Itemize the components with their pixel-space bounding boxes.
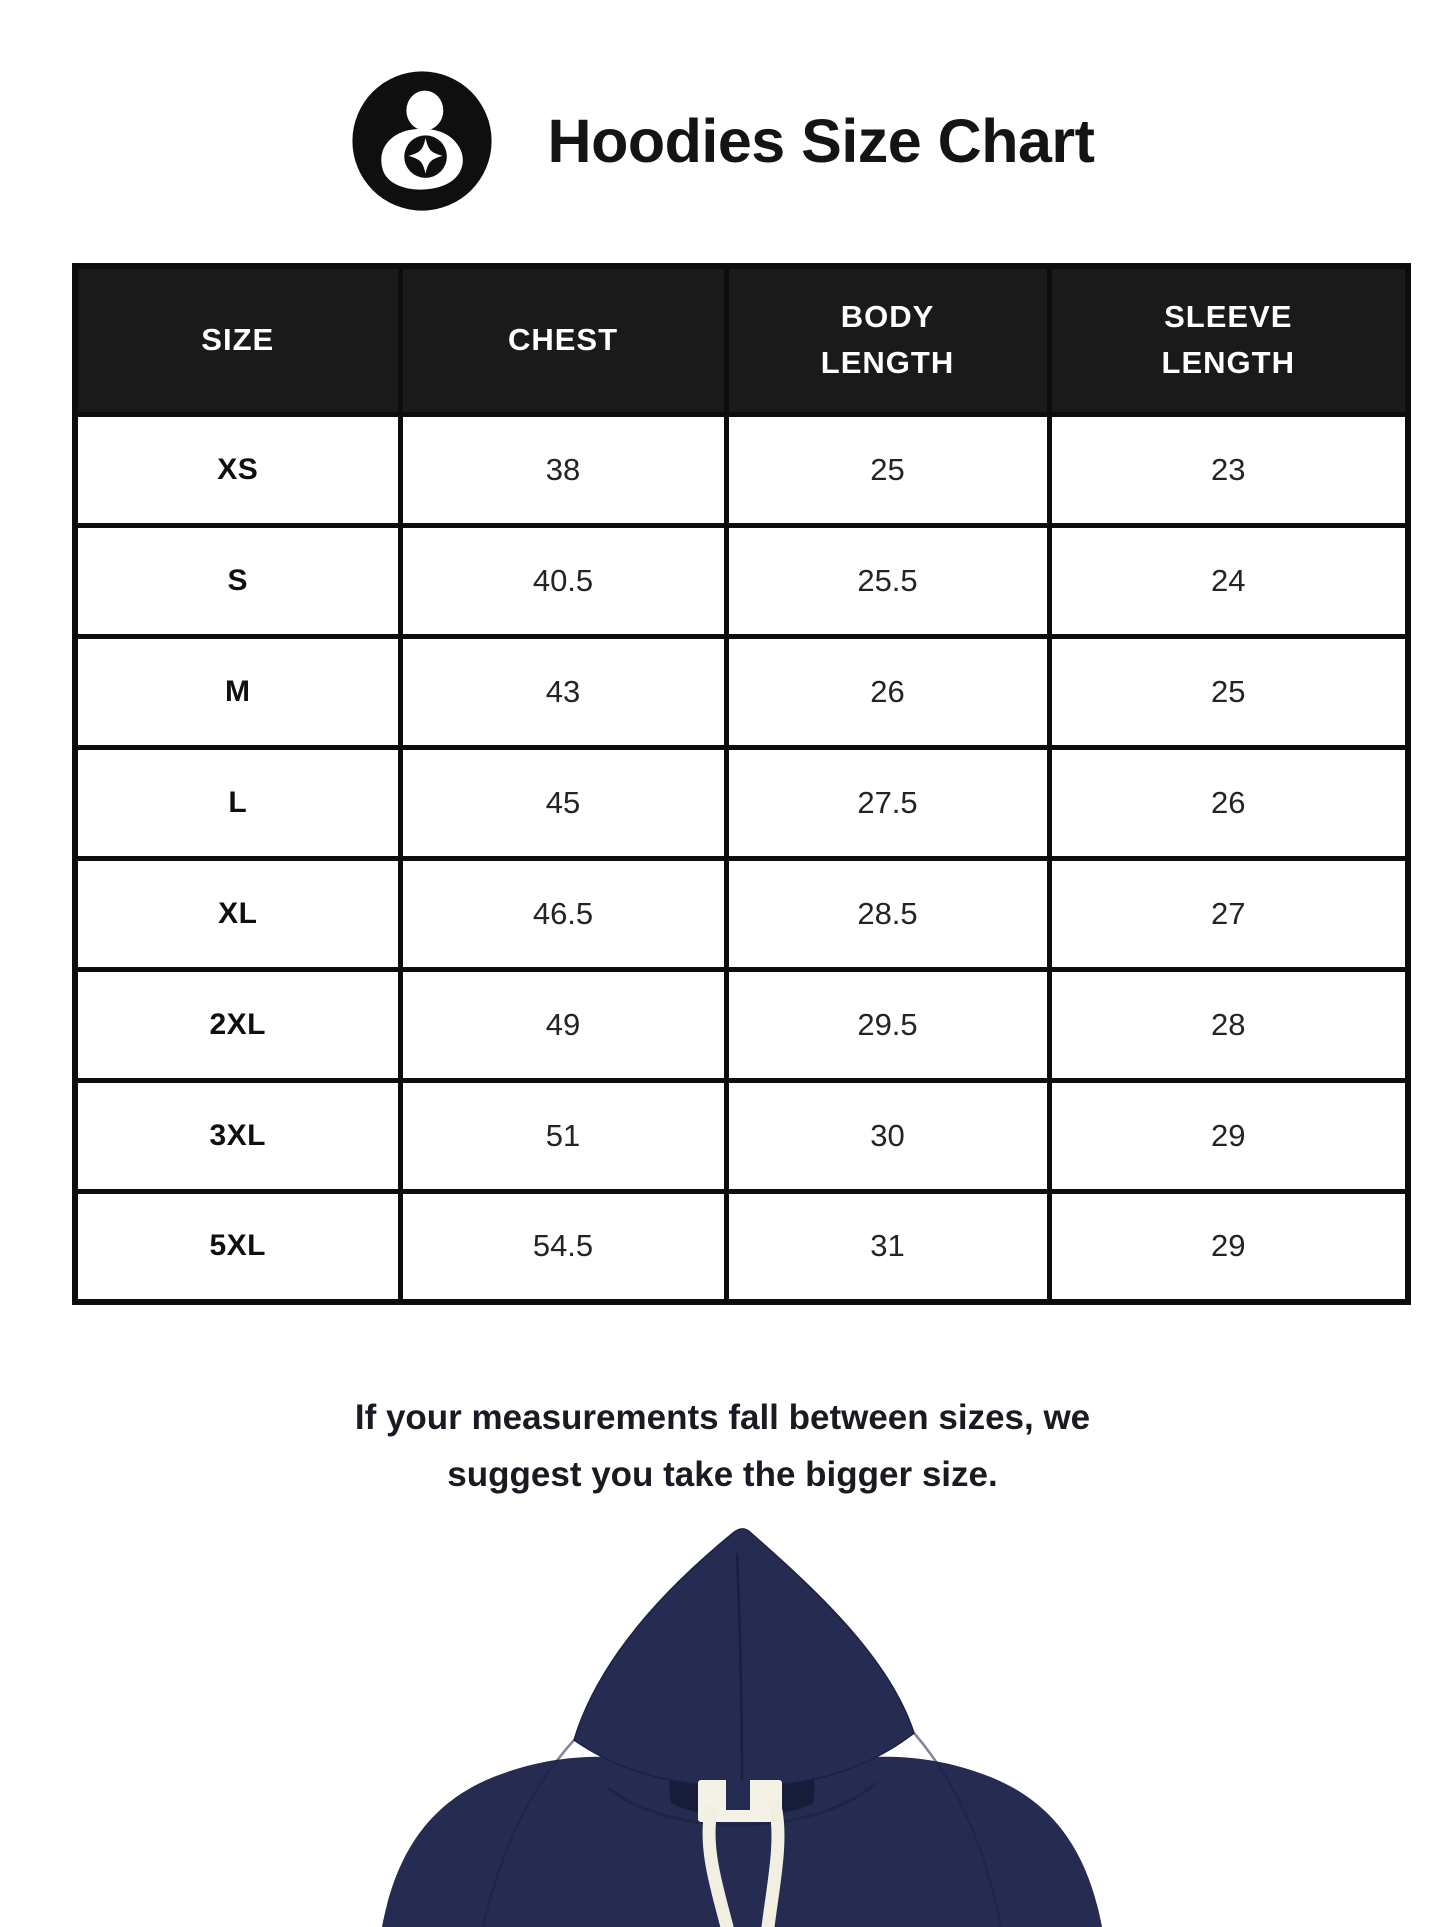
table-row: S 40.5 25.5 24 <box>72 522 1411 639</box>
measurement-cell: 27.5 <box>723 744 1052 861</box>
column-header-chest: CHEST <box>397 263 729 417</box>
size-label-cell: 2XL <box>72 966 403 1083</box>
measurement-cell: 26 <box>723 633 1052 750</box>
navy-hoodie-illustration <box>382 1528 1102 1927</box>
brand-header: Hoodies Size Chart <box>0 70 1445 212</box>
table-row: 5XL 54.5 31 29 <box>72 1188 1411 1305</box>
measurement-cell: 25 <box>1046 633 1411 750</box>
measurement-cell: 29 <box>1046 1077 1411 1194</box>
measurement-cell: 27 <box>1046 855 1411 972</box>
size-label-cell: 3XL <box>72 1077 403 1194</box>
measurement-cell: 26 <box>1046 744 1411 861</box>
table-row: M 43 26 25 <box>72 633 1411 750</box>
measurement-cell: 29 <box>1046 1188 1411 1305</box>
measurement-cell: 30 <box>723 1077 1052 1194</box>
size-table: SIZE CHEST BODY LENGTH SLEEVE LENGTH XS 3… <box>72 263 1411 1305</box>
measurement-cell: 51 <box>397 1077 729 1194</box>
size-note-text: If your measurements fall between sizes,… <box>354 1398 1091 1494</box>
size-label-cell: XL <box>72 855 403 972</box>
measurement-cell: 28 <box>1046 966 1411 1083</box>
measurement-cell: 46.5 <box>397 855 729 972</box>
table-row: 3XL 51 30 29 <box>72 1077 1411 1194</box>
column-header-sleeve-length: SLEEVE LENGTH <box>1046 263 1411 417</box>
measurement-cell: 45 <box>397 744 729 861</box>
size-label-cell: S <box>72 522 403 639</box>
measurement-cell: 23 <box>1046 411 1411 528</box>
measurement-cell: 43 <box>397 633 729 750</box>
person-with-star-logo-icon <box>351 71 492 211</box>
table-row: 2XL 49 29.5 28 <box>72 966 1411 1083</box>
measurement-cell: 29.5 <box>723 966 1052 1083</box>
measurement-cell: 54.5 <box>397 1188 729 1305</box>
hoodie-image <box>371 1528 1113 1927</box>
measurement-cell: 38 <box>397 411 729 528</box>
column-header-body-length: BODY LENGTH <box>723 263 1052 417</box>
size-label-cell: XS <box>72 411 403 528</box>
measurement-cell: 28.5 <box>723 855 1052 972</box>
table-row: XS 38 25 23 <box>72 411 1411 528</box>
measurement-cell: 40.5 <box>397 522 729 639</box>
measurement-cell: 31 <box>723 1188 1052 1305</box>
page-title: Hoodies Size Chart <box>547 107 1095 175</box>
size-label-cell: M <box>72 633 403 750</box>
measurement-cell: 25.5 <box>723 522 1052 639</box>
size-table-body: XS 38 25 23 S 40.5 25.5 24 M 43 26 25 L 45 27.5 26 XL 46.… <box>72 411 1411 1305</box>
size-label-cell: 5XL <box>72 1188 403 1305</box>
size-label-cell: L <box>72 744 403 861</box>
table-header-row: SIZE CHEST BODY LENGTH SLEEVE LENGTH <box>72 263 1411 417</box>
table-row: XL 46.5 28.5 27 <box>72 855 1411 972</box>
measurement-cell: 25 <box>723 411 1052 528</box>
measurement-cell: 24 <box>1046 522 1411 639</box>
measurement-cell: 49 <box>397 966 729 1083</box>
table-row: L 45 27.5 26 <box>72 744 1411 861</box>
column-header-size: SIZE <box>72 263 403 417</box>
size-note: If your measurements fall between sizes,… <box>0 1390 1445 1503</box>
